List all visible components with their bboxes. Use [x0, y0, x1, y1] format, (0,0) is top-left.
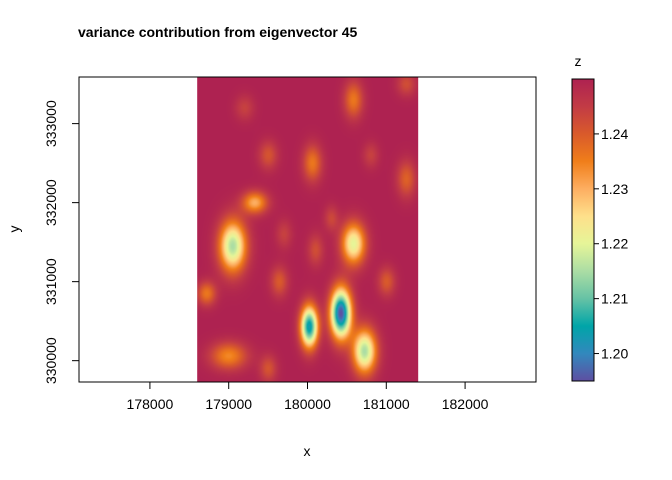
- legend-tick-label: 1.20: [601, 346, 628, 362]
- chart-title: variance contribution from eigenvector 4…: [78, 24, 358, 40]
- x-tick-label: 179000: [205, 396, 252, 412]
- legend-tick-label: 1.21: [601, 291, 628, 307]
- legend-tick-label: 1.24: [601, 126, 628, 142]
- x-axis-title: x: [304, 443, 311, 459]
- heatmap-image: [197, 77, 419, 382]
- legend-title: z: [575, 53, 582, 69]
- y-tick-label: 330000: [43, 337, 59, 384]
- y-tick-label: 333000: [43, 100, 59, 147]
- x-axis: 178000 179000 180000 181000 182000: [127, 382, 489, 412]
- x-tick-label: 181000: [363, 396, 410, 412]
- x-tick-label: 182000: [442, 396, 489, 412]
- legend-colorbar: [571, 78, 595, 382]
- x-tick-label: 180000: [284, 396, 331, 412]
- y-axis-title: y: [6, 226, 22, 233]
- color-legend: z 1.20 1.21 1.22 1.23 1.24: [571, 53, 628, 382]
- y-tick-label: 331000: [43, 258, 59, 305]
- legend-tick-label: 1.22: [601, 236, 628, 252]
- y-tick-label: 332000: [43, 179, 59, 226]
- x-tick-label: 178000: [127, 396, 174, 412]
- heatmap-raster: [197, 77, 419, 382]
- legend-tick-label: 1.23: [601, 181, 628, 197]
- legend-ticks: 1.20 1.21 1.22 1.23 1.24: [594, 126, 628, 362]
- y-axis: 330000 331000 332000 333000: [43, 100, 79, 384]
